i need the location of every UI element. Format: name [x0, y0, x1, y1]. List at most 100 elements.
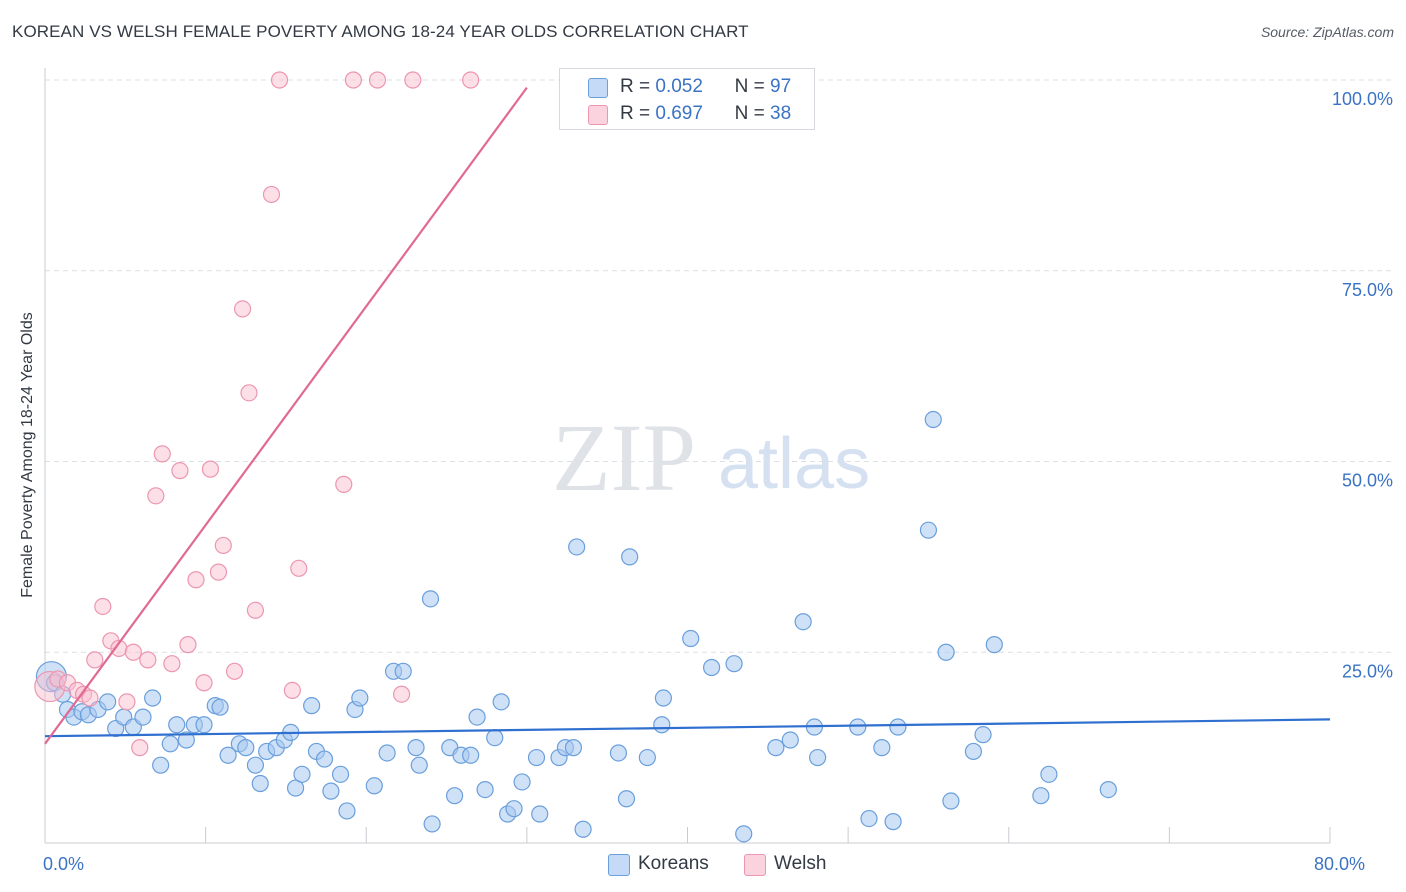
y-tick-label: 50.0% — [1342, 471, 1393, 491]
korean-point — [177, 731, 195, 749]
welsh-point — [139, 651, 157, 669]
korean-point — [919, 521, 938, 539]
korean-point — [195, 716, 213, 734]
korean-point — [293, 765, 311, 783]
korean-point — [211, 698, 229, 716]
welsh-point — [171, 462, 189, 480]
korean-point — [445, 787, 464, 805]
welsh-point — [124, 643, 142, 661]
korean-point — [365, 777, 383, 795]
welsh-point — [163, 655, 181, 673]
welsh-point — [225, 662, 244, 680]
welsh-point — [368, 71, 387, 89]
korean-point — [378, 744, 396, 762]
korean-point — [1099, 780, 1117, 799]
axes — [44, 68, 1331, 844]
korean-point — [574, 820, 592, 838]
korean-point — [974, 726, 992, 744]
welsh-point — [335, 475, 353, 493]
korean-point — [725, 655, 743, 673]
korean-point — [873, 739, 891, 757]
welsh-point — [404, 71, 422, 89]
korean-point — [809, 748, 827, 767]
welsh-point — [233, 300, 252, 318]
korean-point — [942, 792, 960, 810]
tick-labels: 25.0% 50.0% 75.0% 100.0% 0.0% 80.0% — [43, 89, 1393, 874]
trend-lines — [44, 86, 1331, 745]
korean-point — [505, 800, 523, 818]
welsh-point — [187, 571, 205, 589]
welsh-point — [153, 445, 171, 463]
chart-title: KOREAN VS WELSH FEMALE POVERTY AMONG 18-… — [12, 22, 749, 41]
x-tick-label: 80.0% — [1314, 854, 1365, 874]
korean-point — [144, 689, 162, 707]
legend-swatch-welsh — [588, 105, 608, 125]
korean-point — [621, 548, 639, 566]
korean-point — [421, 590, 440, 608]
korean-point — [527, 748, 546, 767]
legend-label-welsh: Welsh — [774, 853, 827, 874]
korean-point — [286, 779, 305, 797]
welsh-point — [214, 536, 232, 555]
korean-point — [767, 739, 785, 757]
korean-point — [964, 742, 983, 761]
korean-point — [351, 689, 369, 707]
korean-point — [152, 756, 170, 774]
korean-point — [251, 774, 269, 793]
korean-point — [303, 697, 321, 715]
legend-r-koreans: 0.052 — [655, 76, 703, 97]
legend-r-label: R = — [620, 76, 651, 97]
korean-point — [322, 782, 340, 800]
korean-point — [609, 744, 628, 762]
legend-swatch-koreans — [588, 78, 608, 98]
welsh-points — [34, 71, 480, 757]
korean-point — [407, 739, 425, 757]
welsh-point — [270, 71, 289, 89]
welsh-point — [246, 601, 265, 619]
korean-point — [394, 662, 412, 680]
legend-n-label: N = — [734, 76, 765, 97]
korean-point — [985, 636, 1003, 654]
legend-n-welsh: 38 — [770, 103, 792, 124]
korean-point — [134, 708, 152, 726]
welsh-point — [240, 384, 258, 402]
korean-point — [781, 731, 799, 749]
welsh-point — [209, 563, 228, 581]
grid — [45, 79, 1395, 653]
welsh-point — [131, 739, 149, 757]
welsh-point — [344, 71, 362, 89]
welsh-point — [201, 460, 220, 478]
welsh-point — [86, 651, 104, 669]
korean-point — [860, 809, 878, 828]
korean-point — [410, 756, 428, 774]
korean-point — [161, 735, 179, 753]
korean-point — [937, 643, 955, 661]
korean-point — [653, 716, 671, 734]
welsh-point — [262, 185, 281, 204]
welsh-point — [147, 487, 165, 505]
welsh-trend-line — [44, 86, 528, 745]
welsh-point — [118, 693, 136, 711]
korean-point — [338, 802, 356, 820]
x-tick-label: 0.0% — [43, 854, 84, 874]
y-tick-label: 100.0% — [1332, 89, 1393, 109]
korean-point — [617, 790, 636, 808]
correlation-legend: R = 0.052 N = 97 R = 0.697 N = 38 — [559, 68, 815, 130]
watermark-atlas: atlas — [718, 424, 870, 504]
korean-point — [568, 538, 586, 556]
source-label: Source: ZipAtlas.com — [1260, 24, 1394, 40]
watermark-zip: ZIP — [552, 404, 696, 511]
korean-points — [35, 410, 1117, 843]
korean-point — [638, 748, 656, 767]
legend-n-koreans: 97 — [770, 76, 792, 97]
korean-point — [794, 613, 812, 631]
y-tick-label: 25.0% — [1342, 661, 1393, 681]
korean-point — [654, 689, 673, 707]
korean-point — [1040, 765, 1058, 783]
watermark: ZIP atlas — [552, 404, 870, 511]
korean-point — [531, 805, 549, 823]
legend-r-label: R = — [620, 103, 651, 124]
korean-point — [486, 729, 504, 747]
korean-point — [315, 750, 334, 768]
